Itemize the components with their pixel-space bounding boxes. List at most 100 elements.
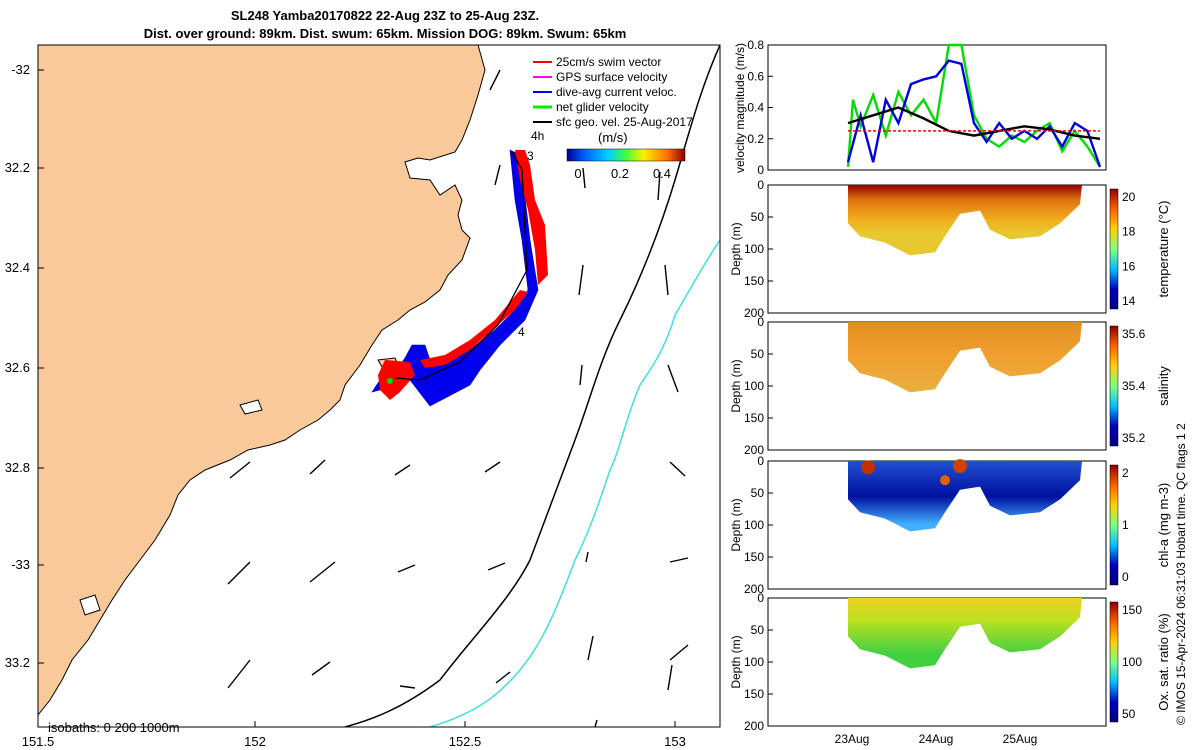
chla-hotspot <box>861 460 875 475</box>
cbar-tick-label: 16 <box>1122 259 1136 273</box>
profile-ylabel: Depth (m) <box>729 222 743 275</box>
isobaths-label: isobaths: 0 200 1000m <box>48 720 180 735</box>
cbar-tick-label: 1 <box>1122 518 1129 532</box>
profile-section <box>848 322 1082 393</box>
track-label-4: 4 <box>518 325 525 339</box>
profile-ytick-label: 150 <box>744 274 764 288</box>
cbar-tick-label: 50 <box>1122 707 1136 721</box>
title-line-1: SL248 Yamba20170822 22-Aug 23Z to 25-Aug… <box>231 8 539 23</box>
velocity-axes <box>767 44 1107 171</box>
credit-text: © IMOS 15-Apr-2024 06:31:03 Hobart time.… <box>1174 423 1188 725</box>
geostrophic-arrows <box>227 69 689 727</box>
map-ytick-label: -33 <box>11 557 30 572</box>
map-colorbar <box>566 148 686 162</box>
lake-2 <box>79 594 101 616</box>
profile-ytick-label: 100 <box>744 379 764 393</box>
profile-panel-oxygen: 0 50 100 150 200 Depth (m) 50 100 150 Ox. sat. ra… <box>729 591 1171 733</box>
profile-ytick-label: 0 <box>757 178 764 192</box>
profile-ylabel: Depth (m) <box>729 635 743 688</box>
velocity-panel: 0 0.2 0.4 0.6 0.8 velocity magnitude (m/s) <box>733 38 1107 177</box>
map-frame <box>37 44 721 728</box>
track-label-3: 3 <box>527 149 534 163</box>
profile-colorbar <box>1109 325 1119 447</box>
profile-section <box>848 598 1082 669</box>
velocity-ytick-label: 0.8 <box>747 38 764 52</box>
profile-colorbar <box>1109 601 1119 723</box>
profile-ytick-label: 100 <box>744 242 764 256</box>
profile-panel-chla: 0 50 100 150 200 Depth (m) 0 1 2 chl-a (mg m-3) <box>729 454 1171 596</box>
cbar-tick-label: 100 <box>1122 655 1142 669</box>
profile-panel-temperature: 0 50 100 150 200 Depth (m) 14 16 18 20 temperature… <box>729 178 1171 320</box>
legend-label: 25cm/s swim vector <box>556 55 661 69</box>
map-ytick-label: 32.8 <box>5 460 30 475</box>
velocity-ylabel: velocity magnitude (m/s) <box>733 43 747 173</box>
map-cbar-tick-0: 0 <box>574 166 581 181</box>
cbar-tick-label: 35.4 <box>1122 379 1146 393</box>
velocity-ytick-label: 0.2 <box>747 132 764 146</box>
swim-vectors-west <box>378 360 415 400</box>
map-cbar-tick-1: 0.2 <box>611 166 629 181</box>
map-cbar-tick-2: 0.4 <box>653 166 671 181</box>
legend-label: dive-avg current veloc. <box>556 85 677 99</box>
profile-ytick-label: 50 <box>751 347 765 361</box>
cbar-tick-label: 35.6 <box>1122 327 1146 341</box>
map-ytick-label: 32.4 <box>5 260 30 275</box>
cbar-tick-label: 150 <box>1122 603 1142 617</box>
cbar-label: temperature (°C) <box>1156 201 1171 298</box>
cbar-tick-label: 18 <box>1122 225 1136 239</box>
profile-ytick-label: 50 <box>751 486 765 500</box>
chla-hotspot <box>940 475 950 486</box>
glider-position <box>387 378 393 384</box>
profile-ytick-label: 100 <box>744 518 764 532</box>
isobath-200 <box>344 45 720 727</box>
date-tick-label: 24Aug <box>919 732 954 746</box>
map-xtick-label: 153 <box>664 734 686 749</box>
swim-vectors-south <box>420 290 528 368</box>
map-xtick-label: 152 <box>244 734 266 749</box>
profile-ytick-label: 50 <box>751 210 765 224</box>
cbar-label: chl-a (mg m-3) <box>1156 483 1171 568</box>
profile-ytick-label: 150 <box>744 411 764 425</box>
cbar-label: salinity <box>1156 366 1171 406</box>
map-xtick-label: 151.5 <box>22 734 55 749</box>
chla-hotspot <box>953 459 967 474</box>
map-ytick-label: 33.2 <box>5 655 30 670</box>
profile-ytick-label: 200 <box>744 443 764 457</box>
legend-label: sfc geo. vel. 25-Aug-2017 <box>556 115 693 129</box>
cbar-label: Ox. sat. ratio (%) <box>1156 613 1171 711</box>
profile-ytick-label: 200 <box>744 306 764 320</box>
glider-track <box>394 151 528 381</box>
legend-label: GPS surface velocity <box>556 70 667 84</box>
legend-label: net glider velocity <box>556 100 649 114</box>
map-ytick-label: -32 <box>11 62 30 77</box>
date-tick-label: 25Aug <box>1003 732 1038 746</box>
cbar-tick-label: 20 <box>1122 190 1136 204</box>
profile-ytick-label: 150 <box>744 687 764 701</box>
cbar-tick-label: 14 <box>1122 294 1136 308</box>
profile-ytick-label: 100 <box>744 655 764 669</box>
profile-ylabel: Depth (m) <box>729 359 743 412</box>
cbar-tick-label: 0 <box>1122 570 1129 584</box>
profile-ytick-label: 200 <box>744 582 764 596</box>
profile-ytick-label: 0 <box>757 591 764 605</box>
map-xtick-label: 152.5 <box>449 734 482 749</box>
profile-ytick-label: 0 <box>757 454 764 468</box>
cbar-tick-label: 35.2 <box>1122 431 1146 445</box>
date-tick-label: 23Aug <box>835 732 870 746</box>
colorbar-label: (m/s) <box>598 130 628 145</box>
cbar-tick-label: 2 <box>1122 466 1129 480</box>
velocity-ytick-label: 0.4 <box>747 101 764 115</box>
isobath-1000 <box>429 239 720 727</box>
profile-ylabel: Depth (m) <box>729 498 743 551</box>
profile-panel-salinity: 0 50 100 150 200 Depth (m) 35.2 35.4 35.6 salinit… <box>729 315 1171 457</box>
map-land <box>38 45 486 716</box>
velocity-ytick-label: 0 <box>757 163 764 177</box>
profile-colorbar <box>1109 464 1119 586</box>
profile-section <box>848 185 1082 256</box>
velocity-series-1 <box>846 59 1102 168</box>
title-line-2: Dist. over ground: 89km. Dist. swum: 65k… <box>144 26 627 41</box>
profile-ytick-label: 200 <box>744 719 764 733</box>
